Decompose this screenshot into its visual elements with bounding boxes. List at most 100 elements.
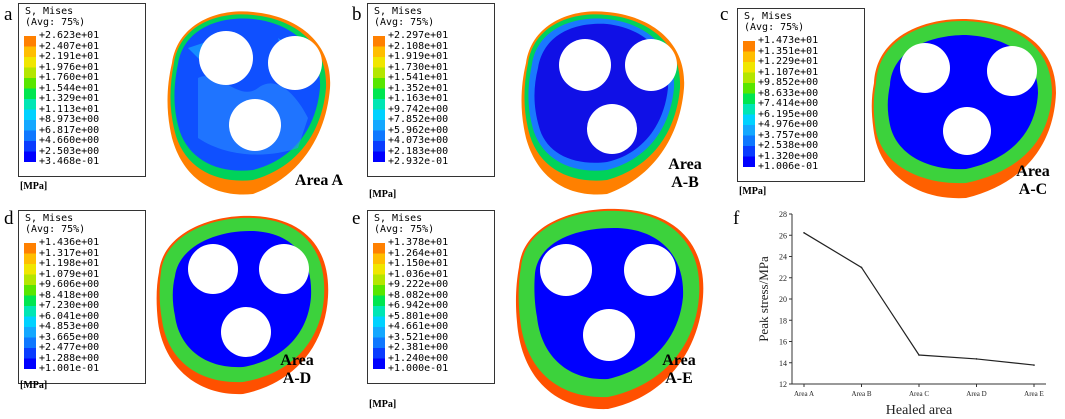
peak-stress-chart: 12 14 16 18 20 22 24 26 28 Area A Area B Area C Area… (756, 210, 1046, 418)
legend-value: +1.544e+01 (39, 82, 100, 94)
legend-title-line: S, Mises (744, 11, 793, 22)
legend-title-line: (Avg: 75%) (744, 22, 805, 33)
legend-colorbar (24, 243, 36, 369)
area-label-b: Area A-B (660, 156, 710, 192)
legend-value: +2.407e+01 (39, 40, 100, 52)
x-tick-label: Area D (966, 390, 986, 398)
fe-model-e (515, 208, 704, 410)
legend-value: +1.317e+01 (39, 247, 100, 259)
legend-value: +1.113e+01 (39, 103, 100, 115)
y-tick-label: 14 (779, 359, 787, 368)
legend-value: +3.665e+00 (39, 331, 100, 343)
data-point (803, 232, 805, 234)
legend-value: +2.623e+01 (39, 30, 100, 41)
legend-value: +6.195e+00 (758, 108, 819, 120)
x-axis-title: Healed area (886, 403, 953, 418)
legend-value: +1.288e+00 (39, 352, 100, 364)
area-label-line: A-E (665, 370, 693, 387)
legend-value: +1.150e+01 (388, 258, 449, 269)
legend-value: +3.757e+00 (758, 129, 819, 141)
legend-title-line: S, Mises (25, 6, 74, 17)
legend-value: +2.297e+01 (388, 30, 449, 41)
legend-title-line: S, Mises (374, 213, 423, 224)
legend-value: +1.079e+01 (39, 268, 100, 280)
legend-value: +1.378e+01 (388, 237, 449, 248)
legend-value: +2.538e+00 (758, 140, 819, 151)
legend-value: +5.962e+00 (388, 124, 449, 136)
legend-value: +7.414e+00 (758, 98, 819, 109)
y-tick-label: 20 (779, 295, 787, 304)
y-tick-label: 12 (779, 380, 787, 389)
legend-value: +6.942e+00 (388, 300, 449, 311)
area-label-line: Area (668, 156, 702, 173)
legend-value: +1.919e+01 (388, 51, 449, 62)
data-point (918, 354, 920, 356)
panel-label-a: a (4, 4, 13, 25)
area-label-e: Area A-E (654, 352, 704, 388)
legend-value: +7.852e+00 (388, 114, 449, 125)
x-tick-label: Area C (909, 390, 929, 398)
area-label-line: Area (1016, 163, 1050, 180)
x-tick-label: Area B (851, 390, 871, 398)
legend-a: S, Mises (Avg: 75%) +2.623e+01 +2.407e+01 +2… (18, 3, 146, 177)
legend-value: +1.329e+01 (39, 93, 100, 104)
fe-model-d (156, 215, 329, 395)
legend-title-line: S, Mises (25, 213, 74, 224)
legend-value: +7.230e+00 (39, 300, 100, 311)
fe-model-a (167, 11, 331, 195)
area-label-line: Area (662, 352, 696, 369)
legend-value: +2.183e+00 (388, 145, 449, 157)
legend-value: +9.742e+00 (388, 103, 449, 115)
legend-value: +6.817e+00 (39, 124, 100, 136)
legend-value: +1.001e-01 (39, 363, 100, 374)
legend-value: +1.351e+01 (758, 45, 819, 57)
y-tick-label: 18 (779, 316, 787, 325)
y-tick-label: 22 (779, 274, 787, 283)
unit-label-d: [MPa] (20, 380, 48, 391)
legend-colorbar (373, 36, 385, 162)
legend-colorbar (24, 36, 36, 162)
area-label-c: Area A-C (1008, 163, 1058, 199)
legend-value: +8.633e+00 (758, 87, 819, 99)
legend-value: +8.418e+00 (39, 289, 100, 301)
legend-value: +1.000e-01 (388, 363, 449, 374)
legend-title-line: (Avg: 75%) (25, 224, 86, 235)
area-label-d: Area A-D (272, 352, 322, 388)
legend-value: +2.381e+00 (388, 342, 449, 353)
legend-value: +1.976e+01 (39, 61, 100, 73)
legend-title-line: (Avg: 75%) (25, 17, 86, 28)
data-point (975, 358, 978, 360)
legend-value: +1.264e+01 (388, 247, 449, 259)
y-tick-label: 26 (779, 231, 787, 240)
legend-e: S, Mises (Avg: 75%) +1.378e+01 +1.264e+01 +1… (367, 210, 495, 384)
y-tick-label: 24 (779, 253, 787, 262)
area-label-line: Area (280, 352, 314, 369)
legend-value: +1.730e+01 (388, 61, 449, 73)
x-tick-label: Area A (794, 390, 814, 398)
x-tick-label: Area E (1024, 390, 1044, 398)
legend-value: +5.801e+00 (388, 310, 449, 322)
data-point (1033, 364, 1035, 366)
legend-value: +1.541e+01 (388, 72, 449, 83)
legend-value: +4.976e+00 (758, 119, 819, 130)
legend-value: +4.660e+00 (39, 135, 100, 146)
unit-label-c: [MPa] (739, 186, 767, 197)
legend-value: +1.473e+01 (758, 35, 819, 46)
area-label-line: A-B (671, 174, 699, 191)
legend-value: +2.477e+00 (39, 342, 100, 353)
area-label-line: A-D (282, 370, 312, 387)
legend-value: +1.320e+00 (758, 150, 819, 162)
unit-label-e: [MPa] (369, 399, 397, 410)
legend-d: S, Mises (Avg: 75%) +1.436e+01 +1.317e+01 +1… (18, 210, 146, 384)
legend-value: +1.107e+01 (758, 66, 819, 78)
legend-value: +1.229e+01 (758, 56, 819, 67)
fe-model-b (521, 11, 685, 195)
legend-value: +3.521e+00 (388, 331, 449, 343)
legend-value: +6.041e+00 (39, 310, 100, 322)
panel-label-e: e (352, 208, 361, 229)
panel-label-f: f (733, 208, 740, 229)
legend-value: +1.006e-01 (758, 161, 819, 172)
legend-value: +8.973e+00 (39, 114, 100, 125)
y-tick-label: 28 (779, 210, 787, 219)
panel-label-d: d (4, 208, 14, 229)
